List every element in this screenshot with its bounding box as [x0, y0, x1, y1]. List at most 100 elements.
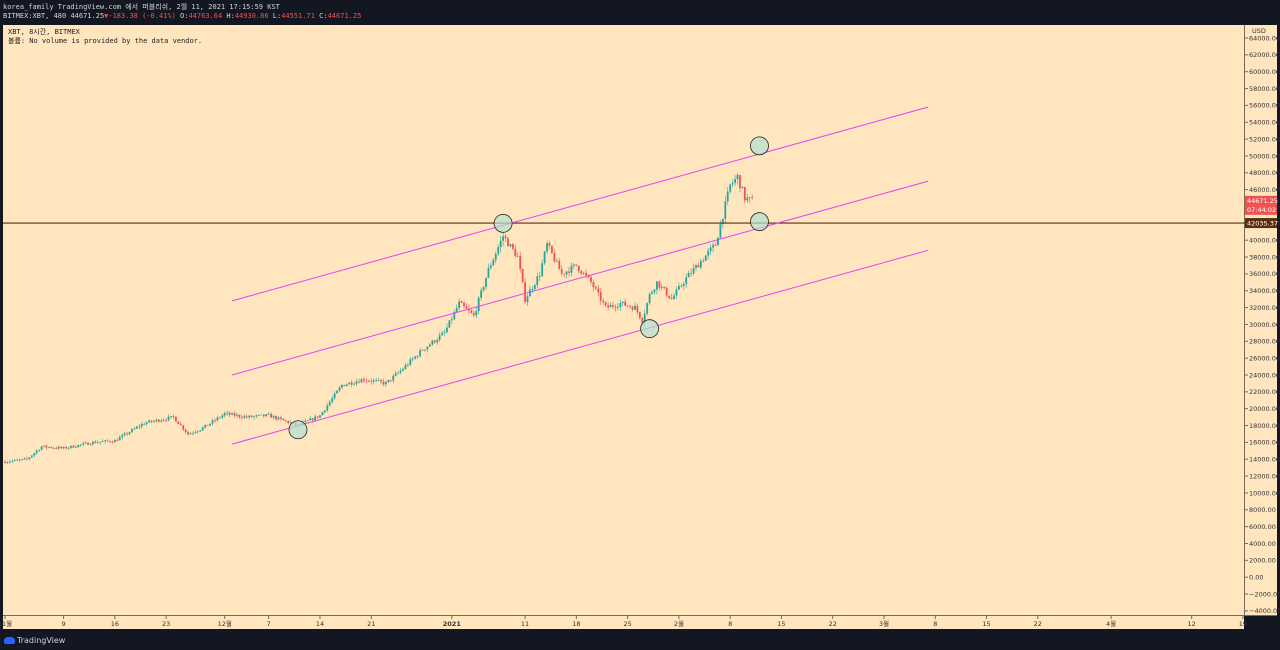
- candle-body: [619, 303, 622, 307]
- time-tick-label: 8: [728, 620, 732, 628]
- candle-body: [363, 379, 365, 381]
- time-tick-label: 25: [623, 620, 631, 628]
- circle-marker[interactable]: [288, 420, 308, 440]
- candle-body: [604, 302, 607, 306]
- plot-area[interactable]: [3, 25, 1244, 615]
- candle-body: [160, 420, 163, 422]
- candle-body: [719, 224, 722, 238]
- candle-body: [8, 461, 11, 463]
- candle-body: [543, 251, 546, 264]
- candle-body: [458, 301, 461, 309]
- candle-body: [748, 197, 751, 198]
- candle-body: [602, 300, 605, 303]
- time-tick-label: 3월: [879, 619, 889, 628]
- circle-marker[interactable]: [750, 212, 769, 232]
- last-price-value: 44671.25: [70, 12, 105, 20]
- candle-body: [350, 382, 353, 385]
- candle-body: [367, 380, 370, 382]
- candle-body: [238, 414, 241, 418]
- candle-body: [414, 356, 417, 359]
- price-tick-label: 52000.00: [1249, 135, 1280, 143]
- close-value: 44671.25: [327, 12, 362, 20]
- candle-body: [133, 428, 136, 430]
- candle-body: [62, 447, 65, 449]
- candle-body: [260, 414, 263, 416]
- candle-body: [531, 288, 534, 290]
- candle-body: [111, 441, 114, 443]
- candle-body: [182, 425, 185, 430]
- circle-marker[interactable]: [640, 319, 659, 339]
- candle-body: [553, 253, 556, 262]
- time-tick-label: 12월: [218, 619, 232, 628]
- price-tick-label: 4000.00: [1249, 540, 1276, 548]
- price-tick-label: 32000.00: [1249, 304, 1280, 312]
- time-tick-label: 2021: [443, 620, 462, 628]
- candle-body: [751, 197, 754, 198]
- candle-body: [594, 287, 597, 289]
- candle-body: [492, 259, 495, 266]
- candle-body: [695, 265, 697, 269]
- candle-body: [629, 306, 631, 307]
- candle-body: [243, 416, 246, 418]
- candle-body: [162, 419, 165, 421]
- circle-marker[interactable]: [493, 213, 513, 233]
- candle-body: [529, 289, 531, 297]
- candle-body: [614, 306, 617, 308]
- tradingview-logo[interactable]: TradingView: [4, 636, 65, 646]
- candle-body: [101, 441, 104, 443]
- candle-body: [60, 446, 63, 449]
- candle-body: [621, 301, 624, 304]
- channel-line-upper[interactable]: [231, 106, 929, 302]
- candle-body: [570, 265, 573, 273]
- candle-body: [38, 449, 41, 451]
- candle-body: [565, 271, 568, 275]
- high-label: H:: [226, 12, 235, 20]
- candle-body: [77, 444, 80, 448]
- candle-body: [421, 350, 424, 352]
- time-tick-label: 23: [162, 620, 170, 628]
- candle-body: [172, 416, 175, 417]
- candle-body: [89, 444, 92, 446]
- candle-body: [250, 415, 253, 417]
- symbol-label: BITMEX:XBT, 480: [3, 12, 67, 20]
- legend-symbol: XBT, 8시간, BITMEX: [8, 27, 81, 36]
- candle-body: [699, 261, 702, 268]
- time-axis[interactable]: [3, 616, 1244, 629]
- candle-body: [228, 412, 231, 415]
- candle-body: [21, 459, 23, 460]
- candle-body: [211, 420, 214, 424]
- channel-line-middle[interactable]: [231, 180, 929, 376]
- candle-body: [33, 453, 36, 456]
- price-tick-label: 34000.00: [1249, 287, 1280, 295]
- time-tick-label: 9: [62, 620, 66, 628]
- candle-body: [79, 444, 82, 446]
- candle-body: [377, 380, 380, 381]
- candle-body: [201, 427, 204, 431]
- candle-body: [40, 446, 43, 450]
- candle-body: [577, 265, 580, 272]
- candle-body: [18, 459, 21, 461]
- high-value: 44930.86: [234, 12, 269, 20]
- candle-body: [35, 450, 38, 454]
- candle-body: [116, 440, 119, 441]
- price-tick-label: 14000.00: [1249, 456, 1280, 464]
- candle-body: [607, 305, 609, 308]
- candle-body: [509, 244, 512, 247]
- candle-body: [23, 458, 26, 460]
- circle-marker[interactable]: [750, 136, 769, 156]
- channel-line-lower[interactable]: [231, 249, 929, 445]
- candle-body: [631, 306, 634, 310]
- candle-body: [582, 272, 585, 274]
- candle-body: [345, 384, 348, 387]
- price-chart[interactable]: USD XBT, 8시간, BITMEX 볼륨: No volume is pr…: [0, 23, 1280, 631]
- low-label: L:: [272, 12, 282, 20]
- candle-body: [233, 413, 236, 416]
- candle-body: [84, 442, 87, 444]
- candle-body: [507, 238, 509, 247]
- candle-body: [55, 448, 58, 449]
- candle-body: [511, 244, 514, 249]
- price-axis[interactable]: [1245, 25, 1277, 615]
- price-tick-label: 26000.00: [1249, 354, 1280, 362]
- candle-body: [140, 424, 143, 427]
- time-tick-label: 15: [982, 620, 990, 628]
